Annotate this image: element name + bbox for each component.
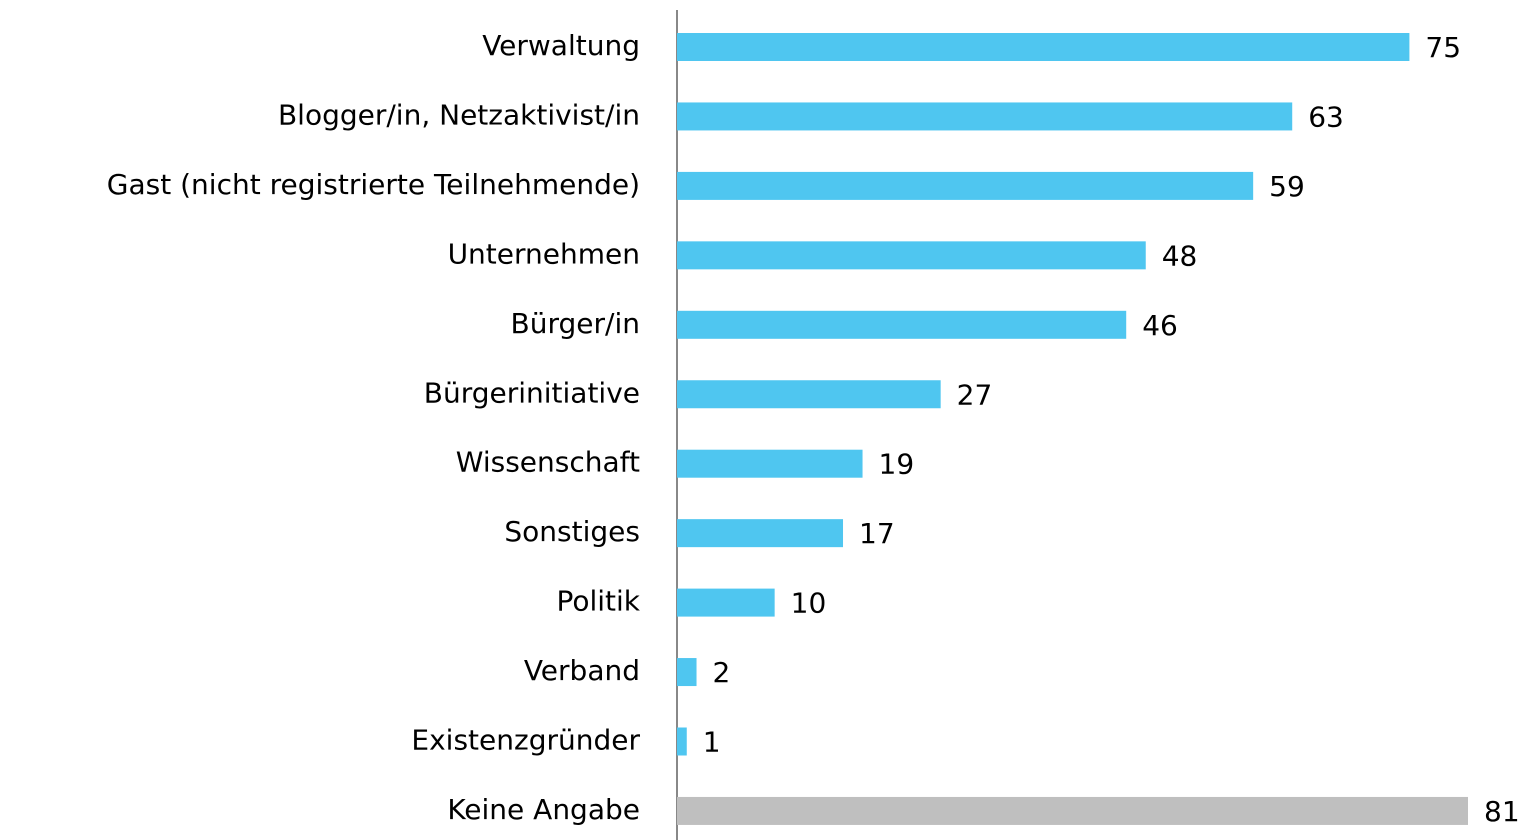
value-label: 27 [957,378,993,411]
value-label: 1 [703,726,721,759]
bar [677,380,941,409]
category-label: Verband [524,654,640,687]
value-label: 2 [713,656,731,689]
category-label: Bürger/in [511,307,640,340]
category-label: Existenzgründer [411,724,640,757]
bar [677,588,775,617]
category-label: Unternehmen [448,237,640,270]
category-label: Keine Angabe [447,793,640,826]
category-label: Verwaltung [482,29,640,62]
value-label: 10 [791,587,827,620]
category-label: Wissenschaft [456,446,640,479]
bar [677,796,1468,825]
category-label: Politik [556,585,640,618]
category-label: Bürgerinitiative [424,376,640,409]
bar [677,310,1127,339]
category-label: Sonstiges [504,515,640,548]
bar [677,241,1146,270]
value-label: 46 [1142,309,1178,342]
value-label: 19 [879,448,915,481]
value-label: 48 [1162,239,1198,272]
value-label: 17 [859,517,895,550]
bar [677,519,844,548]
bar [677,33,1410,61]
value-label: 81 [1484,795,1520,828]
bar [677,102,1293,131]
bar [677,171,1254,200]
bar [677,727,687,756]
category-label: Blogger/in, Netzaktivist/in [278,98,640,131]
value-label: 75 [1425,31,1461,64]
bar [677,658,697,687]
value-label: 59 [1269,170,1305,203]
category-label: Gast (nicht registrierte Teilnehmende) [107,168,640,201]
bar [677,449,863,478]
value-label: 63 [1308,100,1344,133]
